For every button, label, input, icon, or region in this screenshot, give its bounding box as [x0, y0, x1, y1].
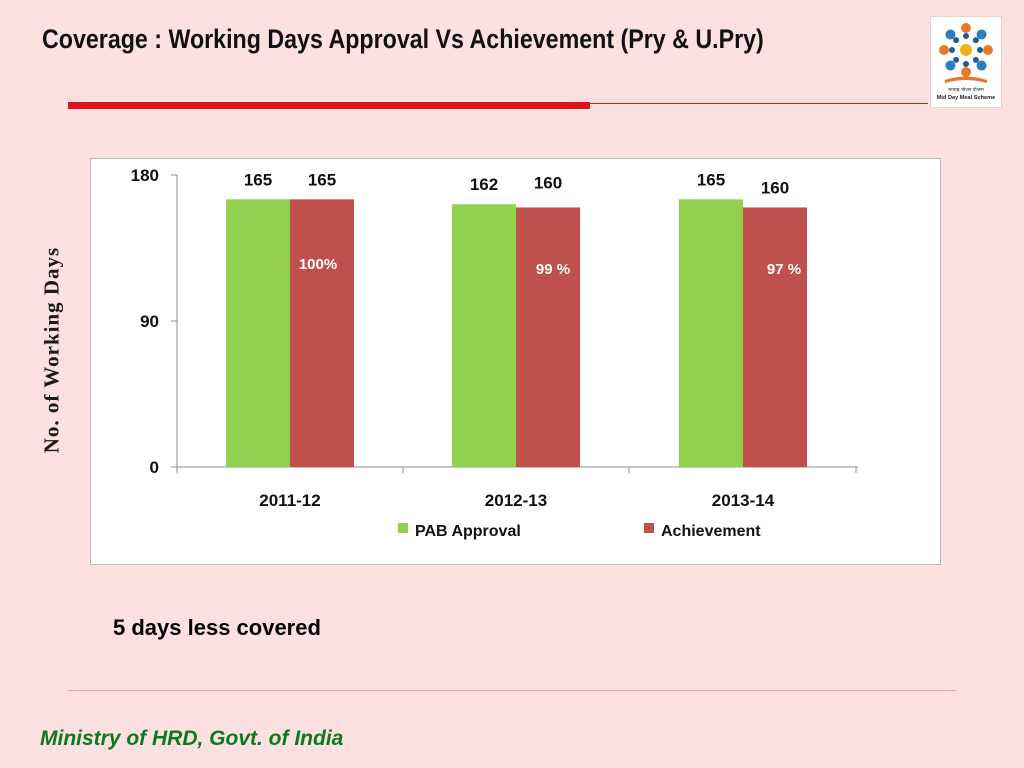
chart-panel: 0 90 180 2011-12 2012-13 2013-14 165 162 165 165 1… [90, 158, 941, 565]
logo-caption: Mid Day Meal Scheme [937, 95, 995, 101]
data-label: 160 [761, 178, 789, 197]
legend-item-achievement-swatch [644, 523, 654, 533]
coverage-note: 5 days less covered [113, 615, 321, 640]
mid-day-meal-logo: मध्याह्न भोजन योजना Mid Day Meal Scheme [930, 16, 1002, 108]
bar-achievement [743, 207, 807, 467]
x-tick-label: 2011-12 [259, 491, 320, 510]
achievement-percent-annotation: 97 % [767, 261, 801, 278]
title-rule [68, 102, 590, 109]
y-tick-label: 90 [140, 312, 159, 331]
data-label: 165 [697, 170, 725, 189]
x-tick-label: 2012-13 [485, 491, 547, 510]
x-tick-label: 2013-14 [712, 491, 775, 510]
data-label: 165 [308, 170, 336, 189]
footer-text: Ministry of HRD, Govt. of India [40, 727, 344, 750]
y-axis-title: No. of Working Days [39, 246, 64, 454]
y-tick-label: 180 [131, 166, 159, 185]
title-rule-thin [590, 103, 928, 104]
bar-pab-approval [452, 204, 516, 467]
data-label: 165 [244, 170, 272, 189]
data-label: 160 [534, 173, 562, 192]
legend-item-achievement-label: Achievement [661, 523, 761, 540]
bar-pab-approval [679, 199, 743, 468]
legend-item-pab-approval-label: PAB Approval [415, 523, 521, 540]
bar-pab-approval [226, 199, 290, 468]
y-tick-label: 0 [150, 458, 159, 477]
bar-chart: 0 90 180 2011-12 2012-13 2013-14 165 162 165 165 1… [131, 166, 858, 540]
legend-item-pab-approval-swatch [398, 523, 408, 533]
achievement-percent-annotation: 99 % [536, 261, 570, 278]
data-label: 162 [470, 175, 498, 194]
logo-caption-hindi: मध्याह्न भोजन योजना [948, 86, 984, 93]
achievement-percent-annotation: 100% [299, 256, 337, 273]
bar-achievement [516, 207, 580, 467]
footer-rule [68, 690, 956, 691]
bar-achievement [290, 199, 354, 468]
page-title: Coverage : Working Days Approval Vs Achi… [42, 24, 764, 54]
